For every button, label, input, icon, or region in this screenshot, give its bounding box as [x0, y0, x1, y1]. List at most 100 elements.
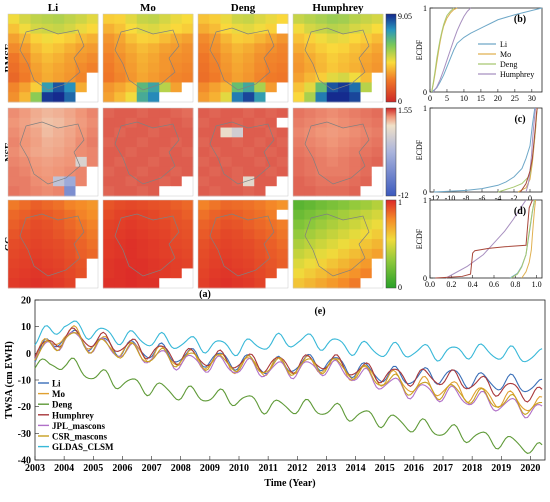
heatmap-cell [64, 176, 76, 187]
x-tick-label: -6 [479, 194, 486, 203]
heatmap-cell [86, 156, 99, 168]
heatmap-cell [293, 14, 305, 25]
heatmap-cell [86, 209, 99, 220]
colorbar-min-label: 0 [398, 97, 402, 106]
heatmap-cell [315, 53, 328, 64]
heatmap-cell [64, 137, 76, 148]
heatmap-cell [254, 248, 266, 260]
heatmap-cell [181, 72, 194, 83]
heatmap-cell [265, 72, 278, 83]
heatmap-cell [220, 14, 233, 25]
heatmap-cell [360, 209, 373, 220]
heatmap-cell [19, 117, 31, 128]
x-tick-label: 0 [528, 194, 532, 203]
heatmap-cell [181, 82, 194, 93]
heatmap-cell [19, 248, 31, 260]
heatmap-cell [220, 176, 233, 187]
heatmap-cell [75, 186, 88, 197]
heatmap-cell [276, 108, 289, 119]
heatmap-cell [148, 14, 160, 25]
heatmap-cell [19, 108, 31, 119]
colorbar-min-label: -12 [398, 191, 409, 200]
heatmap-cell [53, 239, 65, 250]
heatmap-cell [41, 23, 54, 34]
heatmap-cell [114, 62, 126, 74]
heatmap-cell [148, 137, 160, 148]
heatmap-cell [349, 278, 361, 289]
heatmap-cell [254, 92, 266, 103]
heatmap-cell [326, 209, 339, 220]
heatmap-cell [276, 200, 289, 211]
heatmap-cell [30, 278, 43, 289]
heatmap-cell [304, 82, 316, 93]
heatmap-cell [254, 209, 266, 220]
x-tick-label: -10 [445, 194, 456, 203]
x-tick-label: 20 [494, 94, 502, 103]
heatmap-cell [181, 268, 194, 279]
heatmap-cell [170, 53, 183, 64]
heatmap-cell [254, 219, 266, 230]
heatmap-cell [338, 82, 350, 93]
heatmap-cell [220, 268, 233, 279]
heatmap-cell [265, 166, 278, 177]
heatmap-cell [254, 156, 266, 168]
heatmap-cell [276, 219, 289, 230]
heatmap-cell [30, 147, 43, 158]
heatmap-cell [41, 117, 54, 128]
heatmap-cell [125, 166, 138, 177]
heatmap-cell [103, 239, 115, 250]
heatmap-cell [304, 166, 316, 177]
heatmap-cell [103, 209, 115, 220]
ecdf-line-mo [521, 199, 537, 279]
heatmap-cell [276, 92, 289, 103]
heatmap-cell [114, 72, 126, 83]
heatmap-cell [103, 219, 115, 230]
heatmap-cell [326, 137, 339, 148]
heatmap-cell [371, 268, 384, 279]
heatmap-cell [75, 137, 88, 148]
heatmap-cell [254, 23, 266, 34]
heatmap-cell [198, 186, 210, 197]
heatmap-cell [265, 156, 278, 168]
heatmap-cell [136, 229, 149, 240]
heatmap-cell [304, 108, 316, 119]
heatmap-cell [293, 156, 305, 168]
heatmap-cell [209, 62, 221, 74]
heatmap-cell [136, 219, 149, 230]
heatmap-cell [181, 108, 194, 119]
heatmap-cell [159, 200, 171, 211]
heatmap-cell [293, 258, 305, 269]
heatmap-cell [136, 82, 149, 93]
heatmap-cell [349, 248, 361, 260]
x-tick-label: -4 [495, 194, 502, 203]
heatmap-cell [209, 92, 221, 103]
heatmap-cell [198, 137, 210, 148]
heatmap-cell [371, 278, 384, 289]
heatmap-cell [159, 108, 171, 119]
heatmap-cell [75, 200, 88, 211]
heatmap-cell [53, 82, 65, 93]
heatmap-cell [254, 14, 266, 25]
heatmap-cell [315, 72, 328, 83]
x-tick-label: 2007 [142, 463, 162, 474]
ecdf-line-li [431, 7, 543, 93]
panel-tag-d: (d) [514, 206, 526, 217]
heatmap-cell [304, 219, 316, 230]
heatmap-cell [41, 14, 54, 25]
ecdf-line-deng [510, 199, 536, 279]
heatmap-cell [293, 200, 305, 211]
heatmap-cell [231, 258, 244, 269]
heatmap-cell [136, 186, 149, 197]
heatmap-cell [41, 108, 54, 119]
heatmap-cell [136, 92, 149, 103]
heatmap-cell [265, 82, 278, 93]
heatmap-cell [220, 278, 233, 289]
heatmap-cell [125, 147, 138, 158]
heatmap-cell [209, 268, 221, 279]
heatmap-cell [276, 156, 289, 168]
heatmap-cell [114, 186, 126, 197]
x-tick-label: 2015 [375, 463, 395, 474]
y-tick-label: 0 [26, 349, 31, 360]
heatmap-cell [293, 239, 305, 250]
heatmap-cell [170, 43, 183, 54]
